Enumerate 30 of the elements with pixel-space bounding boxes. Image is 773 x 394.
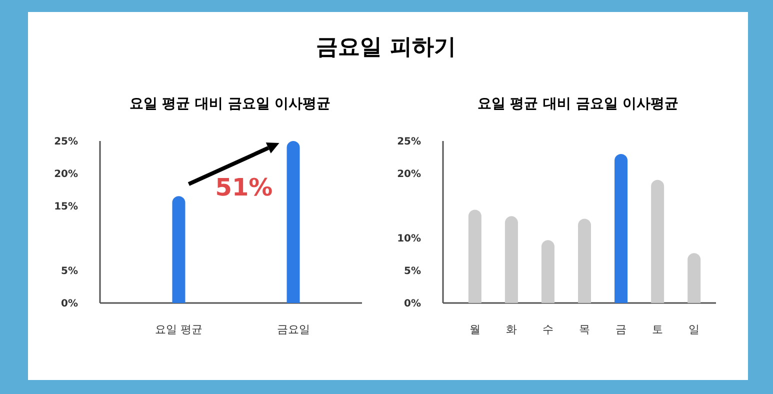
bar	[541, 240, 554, 303]
chart-subtitle: 요일 평균 대비 금요일 이사평균	[129, 96, 331, 112]
bar	[504, 216, 518, 303]
x-tick-label: 토	[652, 323, 664, 336]
y-tick-label: 25%	[397, 136, 421, 148]
bar	[578, 218, 591, 303]
x-tick-label: 금	[616, 323, 627, 336]
x-tick-label: 화	[506, 323, 517, 336]
annotation: 51%	[215, 174, 273, 202]
y-tick-label: 5%	[61, 266, 78, 278]
y-tick-label: 10%	[397, 234, 421, 245]
y-tick-label: 20%	[54, 168, 78, 180]
chart-title: 요일 평균 대비 금요일 이사평균	[477, 96, 679, 112]
y-tick-label: 0%	[61, 298, 78, 310]
x-tick-label: 일	[688, 323, 700, 336]
x-tick-label: 금요일	[276, 323, 310, 336]
bar	[468, 210, 482, 303]
bar	[651, 180, 664, 303]
y-tick-label: 5%	[404, 266, 421, 278]
x-tick-label: 수	[542, 323, 554, 336]
x-tick-label: 월	[469, 323, 480, 336]
y-tick-label: 20%	[397, 168, 421, 180]
y-tick-label: 0%	[404, 298, 421, 310]
y-tick-label: 25%	[54, 136, 78, 148]
y-tick-label: 15%	[54, 201, 78, 212]
x-tick-label: 목	[579, 323, 590, 336]
bar	[614, 154, 628, 303]
bar	[688, 253, 701, 303]
x-tick-label: 요일 평균	[154, 323, 202, 336]
chart-title: 금요일 피하기	[316, 35, 456, 60]
